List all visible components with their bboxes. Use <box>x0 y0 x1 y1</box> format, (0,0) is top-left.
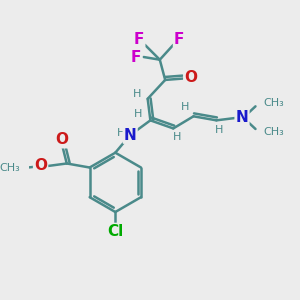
Text: F: F <box>174 32 184 47</box>
Text: N: N <box>236 110 248 125</box>
Text: O: O <box>55 132 68 147</box>
Text: F: F <box>131 50 141 64</box>
Text: H: H <box>117 128 125 138</box>
Text: O: O <box>34 158 47 173</box>
Text: H: H <box>181 102 190 112</box>
Text: H: H <box>134 109 142 118</box>
Text: Cl: Cl <box>107 224 123 239</box>
Text: CH₃: CH₃ <box>264 98 284 108</box>
Text: N: N <box>124 128 136 143</box>
Text: CH₃: CH₃ <box>264 127 284 137</box>
Text: H: H <box>173 132 182 142</box>
Text: CH₃: CH₃ <box>0 163 20 172</box>
Text: H: H <box>133 89 142 99</box>
Text: H: H <box>215 125 223 135</box>
Text: F: F <box>134 32 144 47</box>
Text: O: O <box>184 70 197 85</box>
